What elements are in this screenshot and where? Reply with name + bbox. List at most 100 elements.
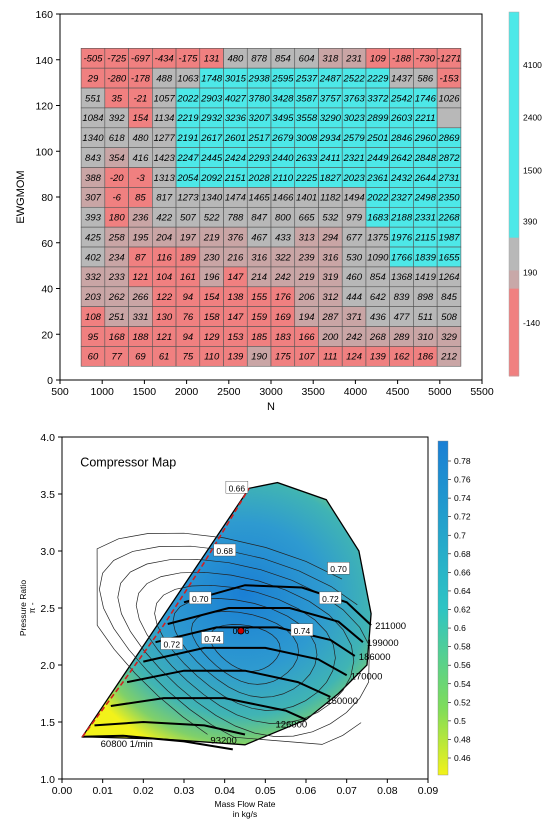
y-tick-label: 0: [47, 375, 53, 387]
cell-value-label: 522: [204, 213, 221, 224]
cell-value-label: 331: [133, 312, 149, 323]
efficiency-contour-line: [99, 545, 362, 745]
y-tick-label: 4.0: [40, 432, 55, 444]
cell-value-label: 131: [204, 54, 220, 65]
cell-value-label: 2487: [319, 73, 342, 84]
x-tick-label: 0.09: [418, 785, 439, 797]
cell-value-label: 110: [204, 352, 220, 363]
cell-value-label: 1419: [415, 272, 437, 283]
speed-line: [167, 607, 364, 643]
cell-value-label: 258: [108, 232, 126, 243]
cell-value-label: -6: [112, 193, 121, 204]
cell-value-label: 1465: [249, 193, 271, 204]
colorbar-label: 0.54: [454, 679, 471, 689]
colorbar-label: 0.76: [454, 475, 471, 485]
cell-value-label: 2432: [390, 173, 413, 184]
cell-value-label: 2522: [343, 73, 366, 84]
cell-value-label: 107: [299, 352, 316, 363]
speed-line: [82, 734, 233, 751]
colorbar-segment: [509, 270, 519, 290]
cell-value-label: 233: [108, 272, 126, 283]
cell-value-label: -3: [136, 173, 145, 184]
colorbar-label: 0.48: [454, 734, 471, 744]
cell-value-label: -697: [131, 54, 151, 65]
cell-value-label: 1375: [367, 232, 389, 243]
colorbar-label: 190: [523, 267, 537, 277]
cell-value-label: 214: [250, 272, 267, 283]
cell-value-label: 139: [227, 352, 244, 363]
y-tick-label: 3.0: [40, 546, 55, 558]
cell-value-label: 129: [204, 332, 221, 343]
speed-line-label: 211000: [375, 621, 406, 632]
cell-value-label: 185: [251, 332, 268, 343]
cell-value-label: 2028: [248, 173, 271, 184]
cell-value-label: 124: [346, 352, 362, 363]
colorbar-label: 0.52: [454, 697, 471, 707]
cell-value-label: 604: [299, 54, 315, 65]
cell-value-label: 3372: [367, 93, 389, 104]
colorbar-label: 0.6: [454, 623, 466, 633]
cell-value-label: 139: [370, 352, 387, 363]
cell-value-label: 159: [251, 312, 268, 323]
cell-value-label: 219: [298, 272, 316, 283]
cell-value-label: -188: [392, 54, 412, 65]
cell-value-label: 847: [251, 213, 268, 224]
cell-value-label: 354: [109, 153, 125, 164]
cell-value-label: 1437: [391, 73, 413, 84]
cell-value-label: 200: [321, 332, 339, 343]
colorbar-label: 390: [523, 216, 537, 226]
efficiency-label-box: [319, 591, 342, 605]
cell-value-label: 2110: [272, 173, 294, 184]
cell-value-label: 176: [275, 292, 292, 303]
speed-line-label: 150000: [326, 696, 358, 707]
cell-value-label: 2869: [437, 133, 460, 144]
cell-value-label: 307: [85, 193, 102, 204]
cell-value-label: 2601: [224, 133, 246, 144]
cell-value-label: 130: [156, 312, 173, 323]
cell-value-label: 1057: [154, 93, 176, 104]
cell-value-label: 1827: [320, 173, 342, 184]
heatmap-chart: -505 -725 -697 -434 -175 131 480 878 854 604 318 23…: [15, 9, 542, 413]
cell-value-label: 1182: [320, 193, 341, 204]
cell-value-label: 425: [85, 232, 102, 243]
cell-value-label: 3015: [225, 73, 247, 84]
cell-value-label: -725: [107, 54, 127, 65]
cell-value-label: 551: [85, 93, 101, 104]
cell-value-label: 878: [251, 54, 268, 65]
colorbar-label: 0.64: [454, 586, 471, 596]
cell-value-label: 294: [321, 232, 338, 243]
y-tick-label: 1.5: [40, 717, 55, 729]
cell-value-label: 77: [111, 352, 122, 363]
cell-value-label: 2542: [390, 93, 413, 104]
cell-value-label: 433: [275, 232, 292, 243]
cell-value-label: 3207: [249, 113, 271, 124]
cell-value-label: 2331: [414, 213, 436, 224]
efficiency-contour-line: [172, 598, 318, 698]
x-tick-label: 0.00: [52, 785, 73, 797]
cell-value-label: 2411: [319, 153, 340, 164]
cell-value-label: -175: [178, 54, 198, 65]
cell-value-label: 2644: [414, 173, 436, 184]
x-tick-label: 0.05: [255, 785, 276, 797]
cell-value-label: 161: [180, 272, 196, 283]
cell-value-label: 154: [133, 113, 149, 124]
cell-value-label: 2211: [414, 113, 435, 124]
speed-line: [143, 646, 348, 677]
cell-value-label: 1026: [438, 93, 460, 104]
efficiency-colorbar: 0.78 0.76 0.74 0.72 0.7 0.68 0.66 0.64 0.62 0.6 0.…: [437, 440, 471, 776]
cell-value-label: 2449: [366, 153, 389, 164]
surge-line: [81, 487, 250, 738]
cell-value-label: 586: [417, 73, 434, 84]
cell-value-label: 402: [85, 252, 102, 263]
x-tick-label: 0.04: [214, 785, 235, 797]
efficiency-label-box: [160, 637, 184, 650]
cell-value-label: 4027: [225, 93, 247, 104]
cell-value-label: 138: [227, 292, 244, 303]
x-tick-label: 2000: [175, 386, 199, 398]
cell-value-label: 2188: [390, 213, 413, 224]
cell-value-label: 2934: [319, 133, 341, 144]
cell-value-label: 817: [156, 193, 173, 204]
colorbar-label: 0.72: [454, 512, 471, 522]
efficiency-label-box: [327, 562, 350, 575]
